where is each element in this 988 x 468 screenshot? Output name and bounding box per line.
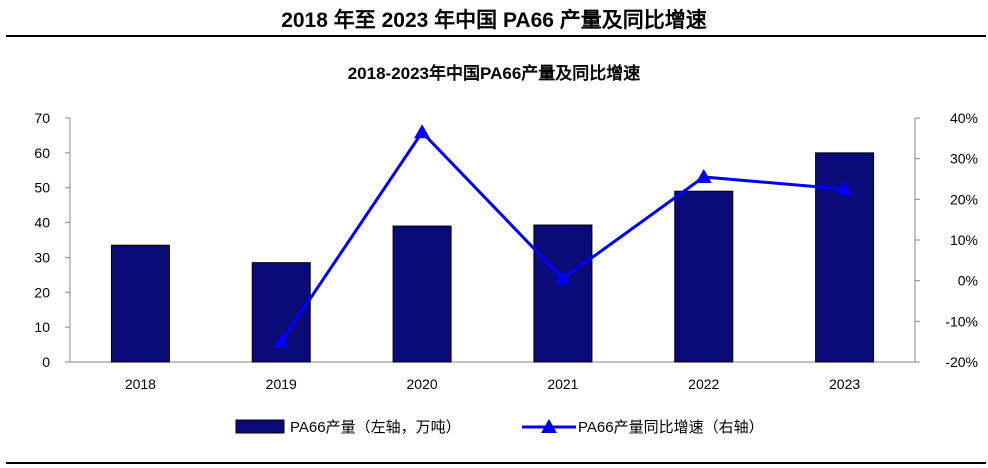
triangle-marker bbox=[273, 333, 290, 348]
y-right-tick-label: -20% bbox=[945, 354, 978, 370]
triangle-marker bbox=[554, 270, 571, 285]
triangle-marker bbox=[836, 181, 853, 196]
y-right-tick-label: 10% bbox=[950, 232, 978, 248]
y-left-tick-label: 60 bbox=[34, 145, 50, 161]
x-tick-label: 2022 bbox=[688, 376, 719, 392]
x-tick-label: 2018 bbox=[125, 376, 156, 392]
y-left-tick-label: 70 bbox=[34, 110, 50, 126]
chart-title: 2018-2023年中国PA66产量及同比增速 bbox=[348, 63, 641, 83]
legend-line-label: PA66产量同比增速（右轴） bbox=[578, 419, 764, 436]
legend: PA66产量（左轴，万吨） PA66产量同比增速（右轴） bbox=[235, 419, 764, 436]
x-tick-label: 2020 bbox=[407, 376, 438, 392]
bar bbox=[392, 225, 452, 363]
y-left-tick-label: 0 bbox=[42, 354, 50, 370]
bottom-divider bbox=[6, 462, 986, 464]
legend-triangle-marker bbox=[541, 419, 557, 433]
y-right-tick-label: 20% bbox=[950, 191, 978, 207]
line-series bbox=[273, 124, 853, 348]
y-right-tick-label: 30% bbox=[950, 151, 978, 167]
y-right-tick-label: 0% bbox=[958, 273, 978, 289]
bar bbox=[110, 244, 170, 363]
top-divider bbox=[6, 35, 986, 37]
bar bbox=[674, 190, 734, 363]
page-title: 2018 年至 2023 年中国 PA66 产量及同比增速 bbox=[281, 9, 707, 32]
bar-series bbox=[110, 152, 875, 363]
legend-bar-swatch bbox=[235, 419, 285, 434]
x-tick-label: 2023 bbox=[829, 376, 860, 392]
bar bbox=[533, 224, 593, 363]
chart-axes: 0 10 20 30 40 50 60 70 -20% -10% 0% 10% 20% 30% 40% 201… bbox=[34, 110, 978, 392]
y-left-tick-label: 50 bbox=[34, 180, 50, 196]
x-tick-label: 2019 bbox=[266, 376, 297, 392]
triangle-marker bbox=[695, 168, 712, 183]
legend-bar-label: PA66产量（左轴，万吨） bbox=[290, 419, 461, 436]
y-right-tick-label: 40% bbox=[950, 110, 978, 126]
y-left-tick-label: 40 bbox=[34, 215, 50, 231]
x-tick-label: 2021 bbox=[547, 376, 578, 392]
y-left-tick-label: 20 bbox=[34, 284, 50, 300]
y-right-tick-label: -10% bbox=[945, 313, 978, 329]
y-left-tick-label: 30 bbox=[34, 249, 50, 265]
y-left-tick-label: 10 bbox=[34, 319, 50, 335]
triangle-marker bbox=[414, 124, 431, 139]
